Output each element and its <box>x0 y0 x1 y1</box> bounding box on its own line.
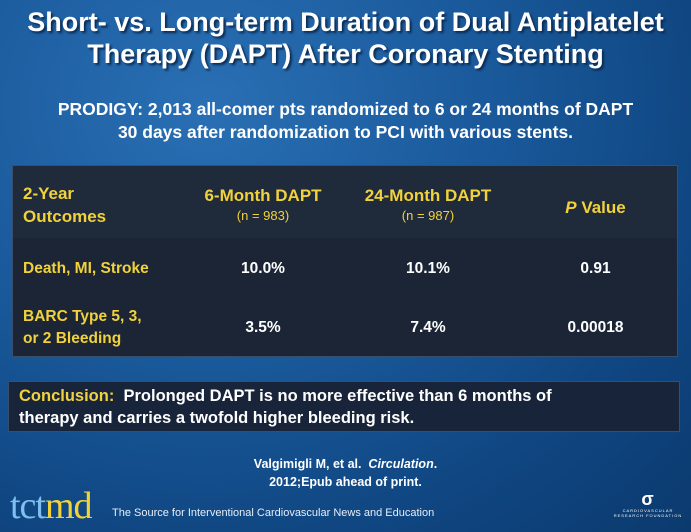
p-italic: P <box>565 198 577 217</box>
header-24month: 24-Month DAPT (n = 987) <box>343 184 513 225</box>
row-pvalue: 0.00018 <box>567 319 624 336</box>
conclusion-text-line2: therapy and carries a twofold higher ble… <box>19 409 415 427</box>
conclusion-box: Conclusion: Prolonged DAPT is no more ef… <box>8 381 680 432</box>
citation-journal: Circulation <box>368 457 434 471</box>
logo-md: md <box>44 485 93 527</box>
header-6month-label: 6-Month DAPT <box>204 186 322 205</box>
tctmd-logo: tctmd <box>10 485 93 527</box>
row-6month: 3.5% <box>245 319 281 336</box>
subtitle-line2: 30 days after randomization to PCI with … <box>117 122 574 142</box>
header-outcomes-line1: 2-Year <box>23 184 75 203</box>
header-24month-n: (n = 987) <box>401 208 455 223</box>
conclusion-text: Prolonged DAPT is no more effective than… <box>114 387 552 405</box>
citation-line2: 2012;Epub ahead of print. <box>269 475 422 489</box>
row-outcome: Death, MI, Stroke <box>23 260 149 277</box>
header-6month: 6-Month DAPT (n = 983) <box>183 184 343 225</box>
title-line2: Therapy (DAPT) After Coronary Stenting <box>87 39 604 69</box>
header-outcomes: 2-Year Outcomes <box>23 182 106 228</box>
row-24month: 10.1% <box>406 260 450 277</box>
header-24month-label: 24-Month DAPT <box>364 186 492 205</box>
header-pvalue-label: Value <box>576 198 626 217</box>
header-6month-n: (n = 983) <box>236 208 290 223</box>
subtitle-line1: PRODIGY: 2,013 all-comer pts randomized … <box>57 99 634 119</box>
row-6month: 10.0% <box>241 260 285 277</box>
outcomes-table: 2-Year Outcomes 6-Month DAPT (n = 983) 2… <box>12 165 678 357</box>
crf-foundation-logo: σ CARDIOVASCULAR RESEARCH FOUNDATION <box>612 490 684 518</box>
title-line1: Short- vs. Long-term Duration of Dual An… <box>27 7 664 37</box>
slide-subtitle: PRODIGY: 2,013 all-comer pts randomized … <box>0 98 691 144</box>
slide-title: Short- vs. Long-term Duration of Dual An… <box>0 6 691 70</box>
row-outcome-line2: or 2 Bleeding <box>23 330 122 347</box>
header-outcomes-line2: Outcomes <box>23 207 107 226</box>
citation-author: Valgimigli M, et al. <box>253 457 369 471</box>
citation-end: . <box>433 457 438 471</box>
logo-tct: tct <box>10 485 46 527</box>
conclusion-label: Conclusion: <box>19 387 115 405</box>
header-pvalue: P Value <box>523 196 668 219</box>
foundation-text: CARDIOVASCULAR RESEARCH FOUNDATION <box>613 508 683 518</box>
crf-swirl-icon: σ <box>641 489 655 509</box>
row-outcome-line1: BARC Type 5, 3, <box>23 308 142 325</box>
row-24month: 7.4% <box>410 319 446 336</box>
footer-tagline: The Source for Interventional Cardiovasc… <box>112 507 435 519</box>
citation: Valgimigli M, et al. Circulation. 2012;E… <box>0 455 691 491</box>
table-header <box>13 166 677 238</box>
row-pvalue: 0.91 <box>580 260 611 277</box>
row-outcome: BARC Type 5, 3, or 2 Bleeding <box>23 306 142 350</box>
